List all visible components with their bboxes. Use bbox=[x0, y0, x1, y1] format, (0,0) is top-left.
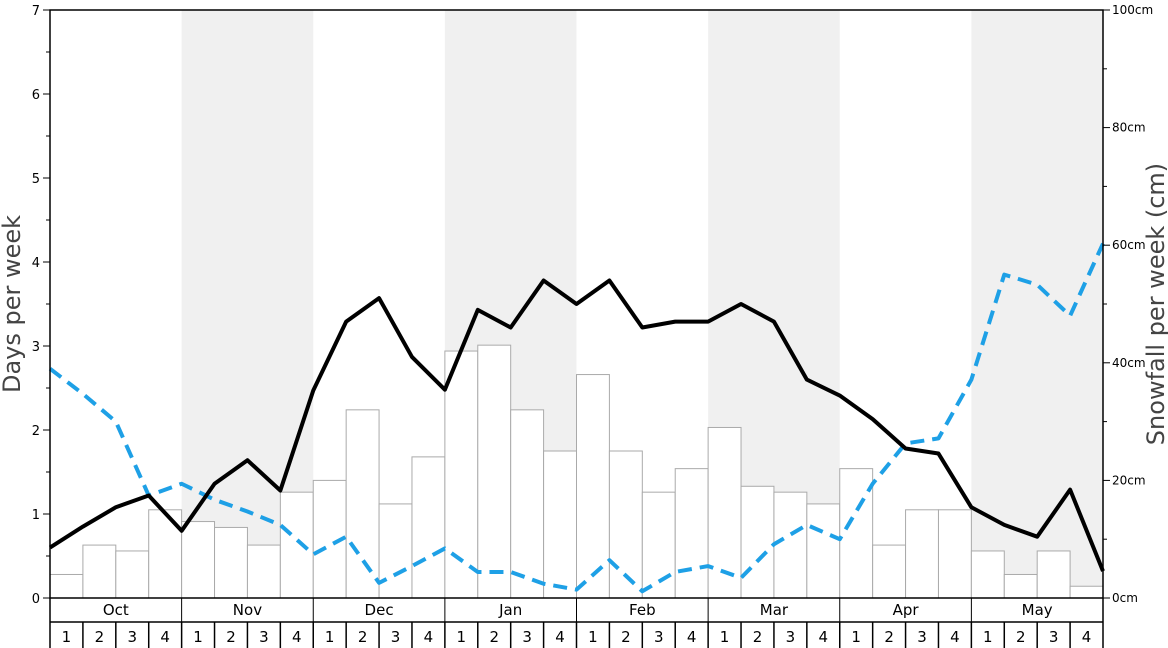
snowfall-bar bbox=[246, 544, 281, 599]
week-label: 3 bbox=[259, 628, 269, 646]
category-axis: Oct 1 2 3 4 Nov 1 2 3 4 Dec 1 2 3 4 Jan 1 2 3 4 Feb 1 2 3 4 Mar 1 2… bbox=[49, 598, 1104, 648]
month-label: Oct bbox=[103, 601, 129, 619]
left-tick-label: 6 bbox=[32, 88, 40, 103]
snowfall-bar bbox=[806, 503, 841, 599]
month-shade-may bbox=[971, 10, 1103, 598]
snowfall-bar bbox=[378, 503, 413, 599]
snowfall-bar bbox=[905, 509, 939, 599]
snowfall-bar bbox=[477, 344, 512, 599]
left-tick-label: 3 bbox=[32, 340, 40, 355]
week-label: 3 bbox=[917, 628, 927, 646]
snowfall-bar bbox=[279, 491, 314, 599]
snowfall-bar bbox=[839, 468, 874, 599]
snowfall-bar bbox=[444, 350, 479, 599]
right-tick-label: 40cm bbox=[1112, 356, 1146, 370]
week-label: 4 bbox=[424, 628, 434, 646]
week-label: 4 bbox=[160, 628, 170, 646]
week-label: 4 bbox=[687, 628, 697, 646]
left-tick-label: 0 bbox=[32, 592, 40, 607]
week-label: 1 bbox=[720, 628, 730, 646]
week-label: 1 bbox=[193, 628, 203, 646]
week-label: 1 bbox=[62, 628, 72, 646]
month-label: Jan bbox=[498, 601, 522, 619]
week-label: 3 bbox=[391, 628, 401, 646]
snowfall-bars bbox=[49, 344, 1104, 599]
snowfall-bar bbox=[345, 409, 380, 599]
month-label: Apr bbox=[893, 601, 920, 619]
right-tick-label: 0cm bbox=[1112, 591, 1138, 605]
right-tick-label: 60cm bbox=[1112, 238, 1146, 252]
week-label: 2 bbox=[753, 628, 763, 646]
left-axis-title: Days per week bbox=[0, 215, 26, 393]
week-label: 3 bbox=[654, 628, 664, 646]
snowfall-bar bbox=[674, 468, 709, 599]
week-label: 4 bbox=[292, 628, 302, 646]
week-label: 2 bbox=[226, 628, 236, 646]
week-label: 4 bbox=[819, 628, 829, 646]
solid-days-line bbox=[48, 278, 1105, 572]
snowfall-bar bbox=[773, 491, 808, 599]
left-tick-label: 5 bbox=[32, 172, 40, 187]
left-tick-label: 4 bbox=[32, 256, 40, 271]
week-label: 2 bbox=[884, 628, 894, 646]
dashed-days-line bbox=[48, 242, 1105, 594]
left-tick-label: 7 bbox=[32, 4, 40, 19]
month-label: Mar bbox=[760, 601, 789, 619]
week-label: 2 bbox=[95, 628, 105, 646]
right-axis: 0cm 20cm 40cm 60cm 80cm 100cm bbox=[1103, 3, 1153, 605]
month-label: Nov bbox=[233, 601, 262, 619]
snowfall-bar bbox=[641, 491, 676, 599]
right-tick-label: 80cm bbox=[1112, 121, 1146, 135]
week-label: 2 bbox=[621, 628, 631, 646]
left-tick-label: 1 bbox=[32, 508, 40, 523]
snowfall-bar bbox=[707, 426, 742, 599]
week-label: 1 bbox=[851, 628, 861, 646]
right-axis-title: Snowfall per week (cm) bbox=[1142, 163, 1168, 445]
snowfall-bar bbox=[82, 544, 117, 599]
week-label: 3 bbox=[127, 628, 137, 646]
snowfall-bar bbox=[1003, 573, 1038, 599]
snowfall-bar bbox=[576, 374, 610, 599]
snowfall-bar bbox=[115, 550, 150, 599]
month-label: Feb bbox=[629, 601, 656, 619]
week-label: 1 bbox=[588, 628, 598, 646]
month-label: Dec bbox=[365, 601, 394, 619]
week-label: 2 bbox=[489, 628, 499, 646]
snowfall-bar bbox=[1036, 550, 1071, 599]
snowfall-bar bbox=[214, 526, 248, 599]
snowfall-bar bbox=[181, 521, 216, 599]
month-label: May bbox=[1022, 601, 1053, 619]
week-label: 1 bbox=[457, 628, 467, 646]
snowfall-bar bbox=[740, 485, 775, 599]
snowfall-bar bbox=[543, 450, 577, 599]
right-tick-label: 100cm bbox=[1112, 3, 1153, 17]
snowfall-bar bbox=[411, 456, 446, 599]
month-shading bbox=[181, 10, 1103, 598]
week-label: 3 bbox=[786, 628, 796, 646]
day-lines bbox=[48, 242, 1105, 594]
snowfall-bar bbox=[510, 409, 545, 599]
week-label: 1 bbox=[983, 628, 993, 646]
week-label: 3 bbox=[1049, 628, 1059, 646]
snowfall-bar bbox=[49, 573, 84, 599]
week-label: 4 bbox=[555, 628, 565, 646]
week-label: 2 bbox=[358, 628, 368, 646]
left-axis: 0 1 2 3 4 5 6 7 bbox=[32, 4, 50, 607]
week-label: 4 bbox=[1082, 628, 1092, 646]
week-label: 2 bbox=[1016, 628, 1026, 646]
snowfall-bar bbox=[937, 509, 972, 599]
snowfall-bar bbox=[872, 544, 907, 599]
left-tick-label: 2 bbox=[32, 424, 40, 439]
snowfall-bar bbox=[1069, 585, 1104, 599]
week-label: 3 bbox=[522, 628, 532, 646]
week-label: 1 bbox=[325, 628, 335, 646]
snowfall-bar bbox=[970, 550, 1005, 599]
week-label: 4 bbox=[950, 628, 960, 646]
right-tick-label: 20cm bbox=[1112, 473, 1146, 487]
